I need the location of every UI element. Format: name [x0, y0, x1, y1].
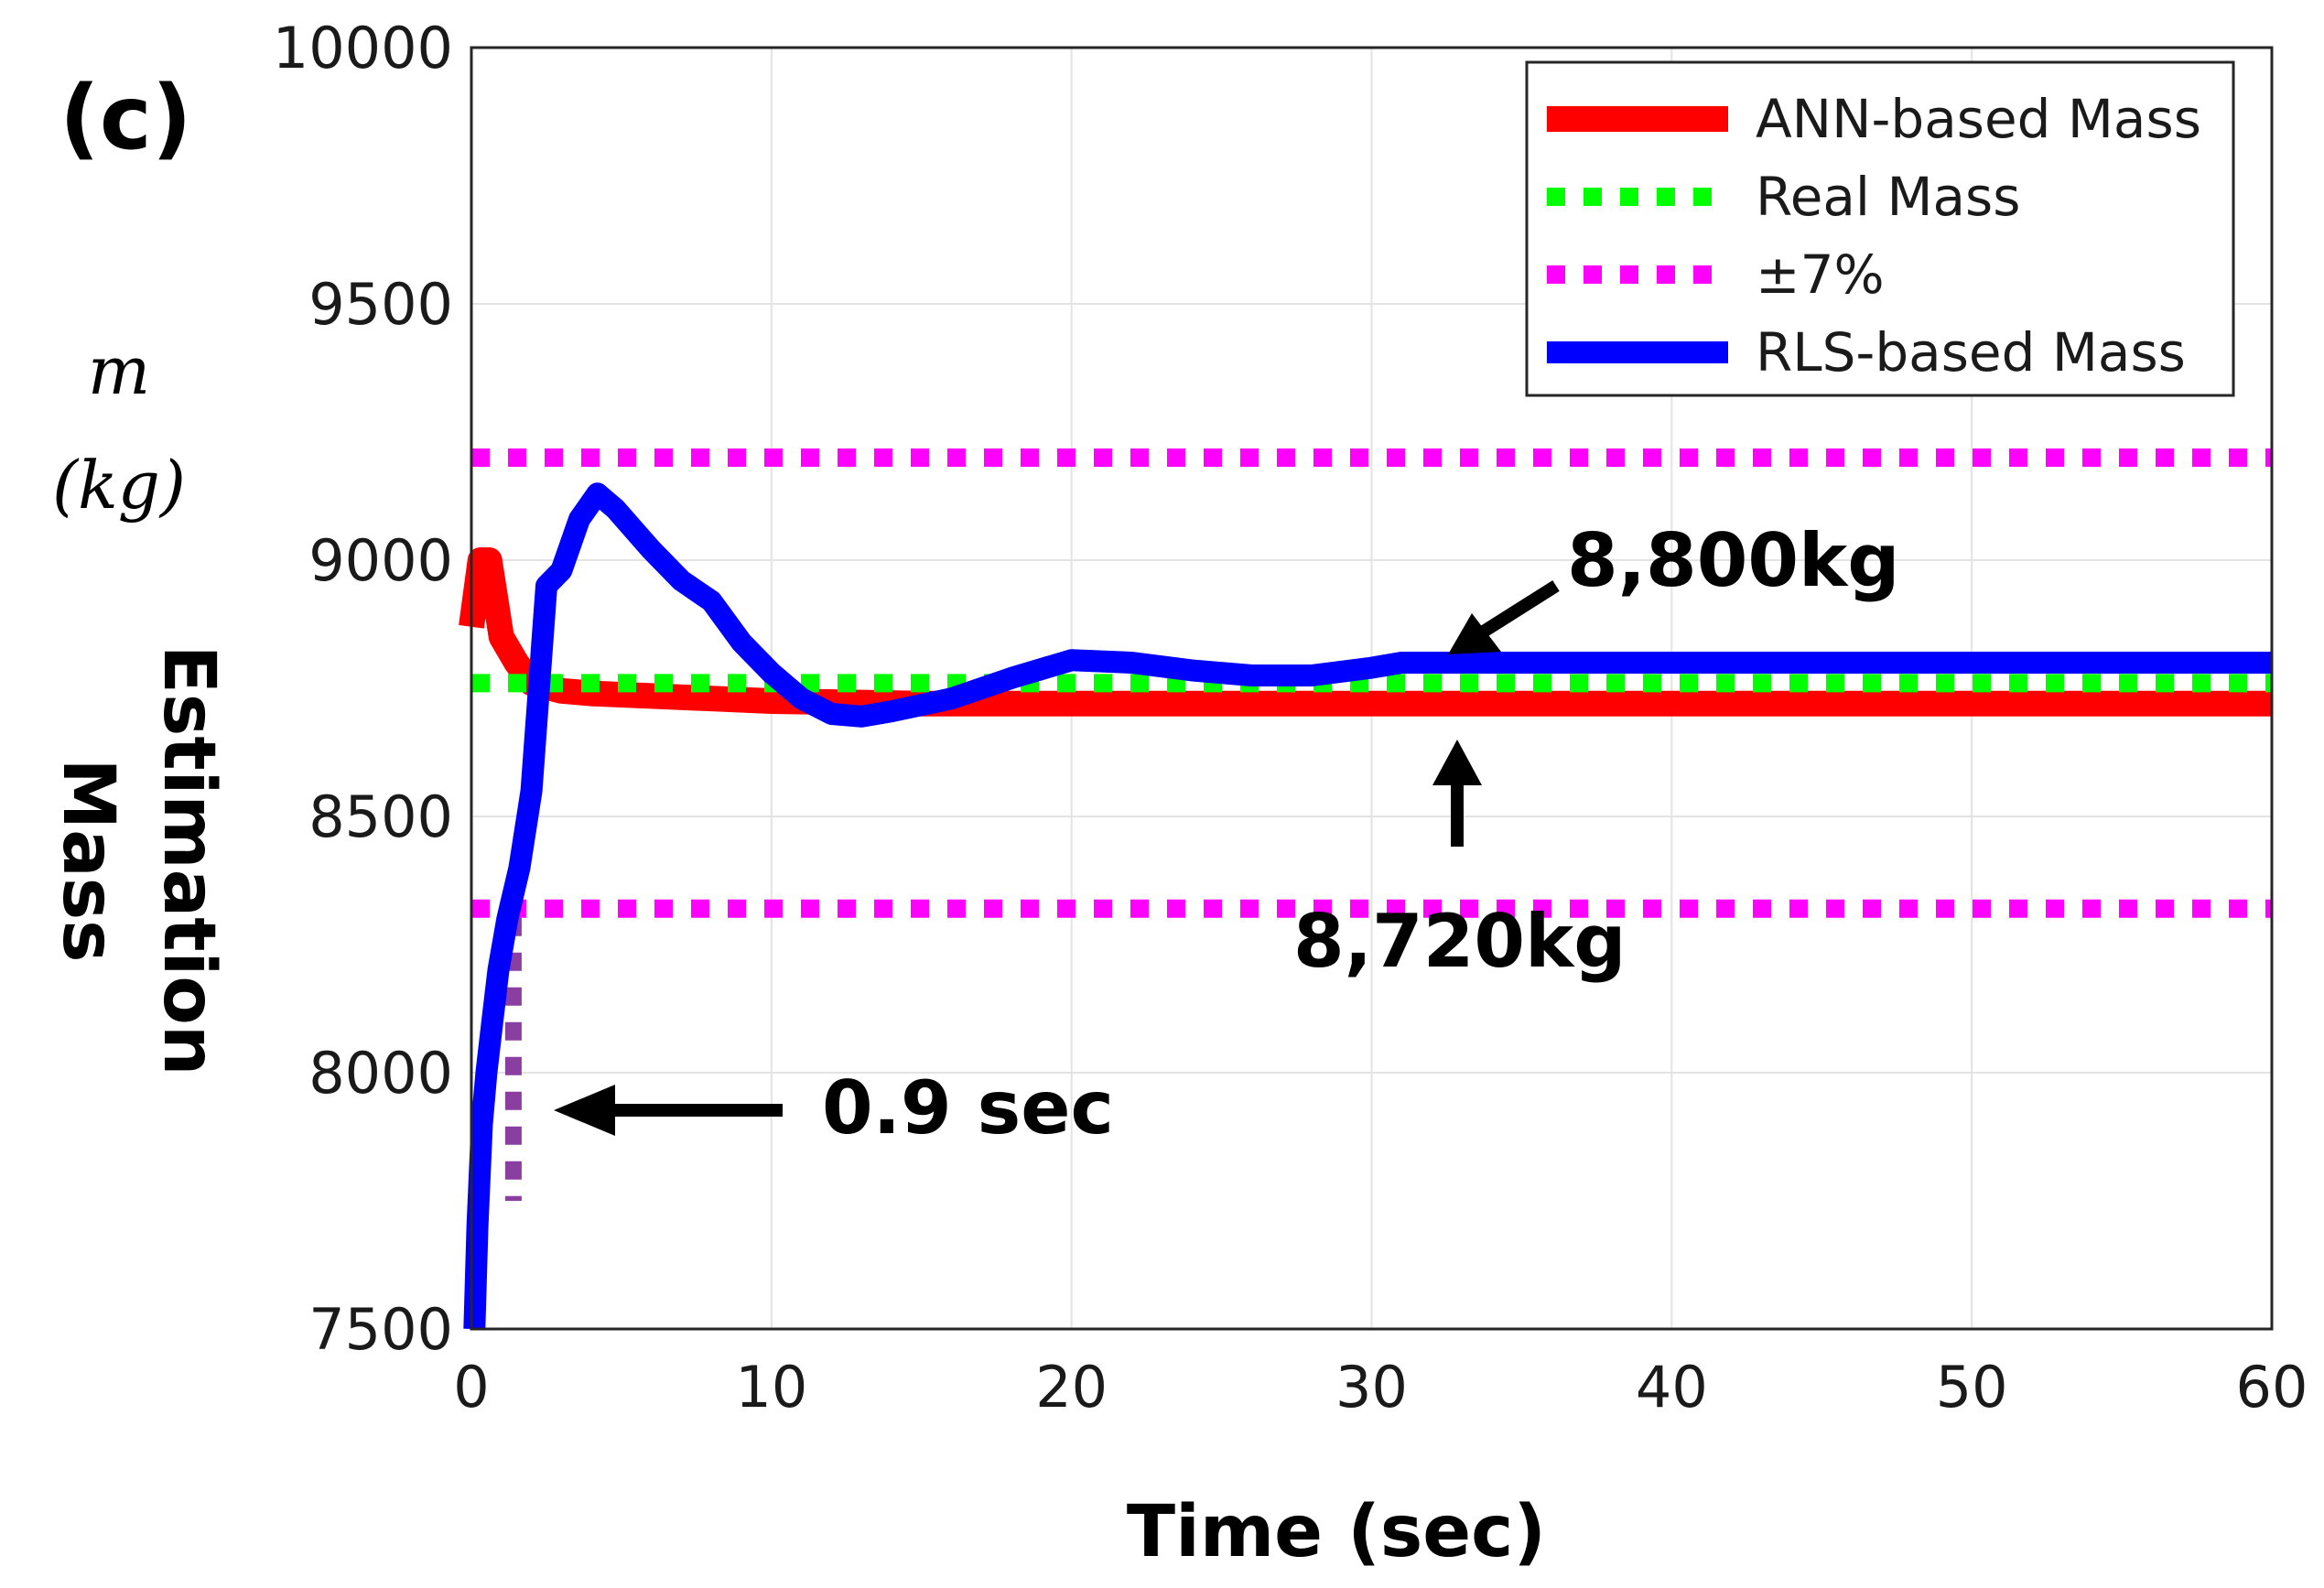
legend-entry-label: Real Mass	[1756, 166, 2021, 228]
series-group	[459, 448, 2272, 1330]
y-tick-label: 8500	[308, 783, 453, 850]
y-tick-label: 8000	[308, 1040, 453, 1107]
x-tick-label: 30	[1335, 1354, 1408, 1421]
annotations: 8,800kg 8,720kg 0.9 sec	[554, 518, 1900, 1150]
arrow-8800-head	[1448, 613, 1501, 654]
y-tick-label: 7500	[308, 1296, 453, 1363]
y-tick-label: 9500	[308, 271, 453, 338]
y-label-symbol: m	[88, 332, 150, 409]
arrow-09sec-head	[554, 1085, 615, 1136]
x-tick-label: 10	[735, 1354, 807, 1421]
y-label-estimation: Estimation	[147, 645, 230, 1076]
legend-entry-label: RLS-based Mass	[1756, 321, 2186, 383]
panel-label: (c)	[59, 67, 192, 169]
series-rls-based-mass	[463, 482, 2272, 1330]
legend-entry-label: ±7%	[1756, 243, 1885, 306]
arrow-8720-head	[1432, 740, 1482, 785]
x-tick-label: 0	[453, 1354, 489, 1421]
legend: ANN-based Mass Real Mass ±7% RLS-based Mass	[1525, 60, 2235, 397]
x-axis-label: Time (sec)	[1127, 1491, 1546, 1573]
legend-entry-label: ANN-based Mass	[1756, 88, 2201, 150]
x-tick-labels: 0 10 20 30 40 50 60	[453, 1354, 2308, 1421]
y-tick-label: 10000	[273, 15, 453, 81]
plot-frame	[470, 46, 2274, 1331]
y-label-mass: Mass	[47, 758, 129, 962]
x-tick-label: 60	[2236, 1354, 2308, 1421]
annotation-8720: 8,720kg	[1293, 899, 1627, 984]
y-tick-label: 9000	[308, 527, 453, 594]
annotation-8800: 8,800kg	[1567, 518, 1900, 603]
y-label-unit: (kg)	[52, 447, 186, 524]
x-tick-label: 40	[1636, 1354, 1708, 1421]
x-tick-label: 20	[1035, 1354, 1108, 1421]
series-ann-based-mass	[459, 547, 2272, 717]
y-tick-labels: 7500 8000 8500 9000 9500 10000	[273, 15, 453, 1363]
annotation-09sec: 0.9 sec	[822, 1065, 1114, 1150]
x-tick-label: 50	[1936, 1354, 2008, 1421]
